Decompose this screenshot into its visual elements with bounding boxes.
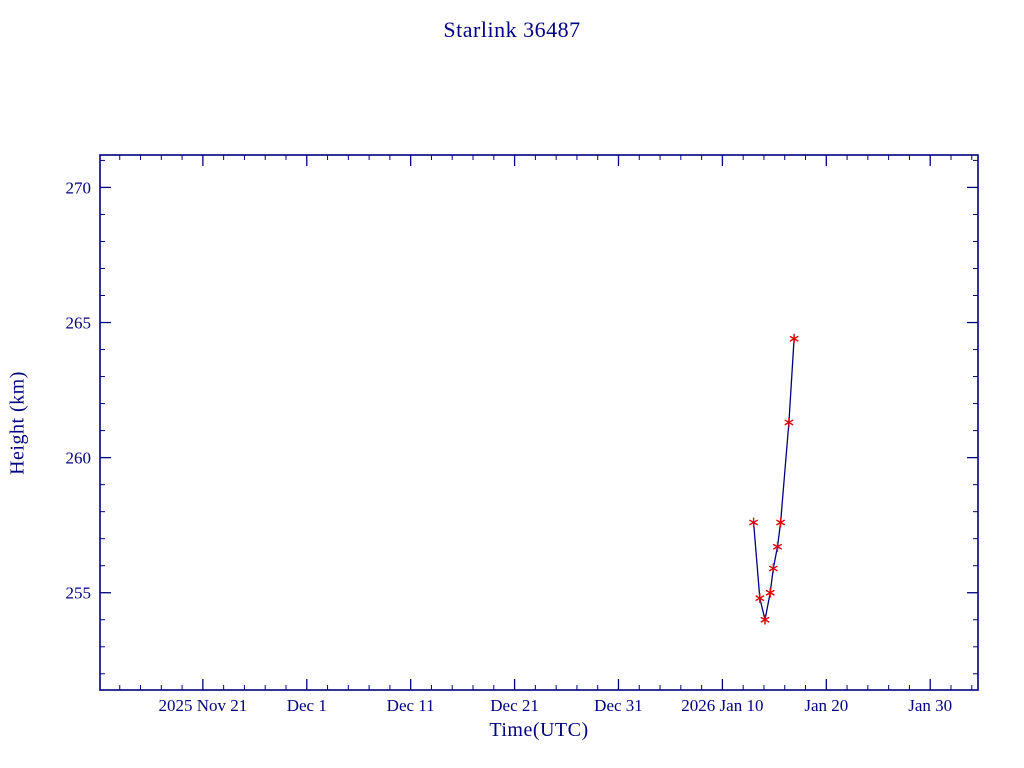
x-tick-label: 2025 Nov 21 [158,696,247,715]
data-point-marker [773,543,782,550]
y-axis-label: Height (km) [6,371,29,475]
x-tick-label: 2026 Jan 10 [681,696,763,715]
data-point-marker [749,519,758,526]
data-point-marker [760,616,770,623]
height-series-line [752,338,795,620]
x-tick-label: Dec 31 [594,696,643,715]
y-tick-label: 265 [66,314,92,333]
x-tick-label: Jan 30 [908,696,952,715]
x-tick-label: Dec 21 [490,696,539,715]
x-tick-label: Dec 1 [287,696,327,715]
y-tick-label: 255 [66,584,92,603]
plot-frame [99,154,979,691]
data-point-marker [789,335,799,342]
y-tick-label: 260 [66,449,92,468]
data-point-marker [776,519,785,526]
data-point-marker [765,589,775,596]
data-point-marker [755,595,765,601]
x-axis-label: Time(UTC) [489,719,589,741]
data-point-marker [784,419,794,426]
x-tick-label: Jan 20 [804,696,848,715]
chart-title: Starlink 36487 [443,17,581,42]
y-tick-label: 270 [66,178,92,197]
data-point-marker [768,565,778,572]
x-tick-label: Dec 11 [387,696,435,715]
